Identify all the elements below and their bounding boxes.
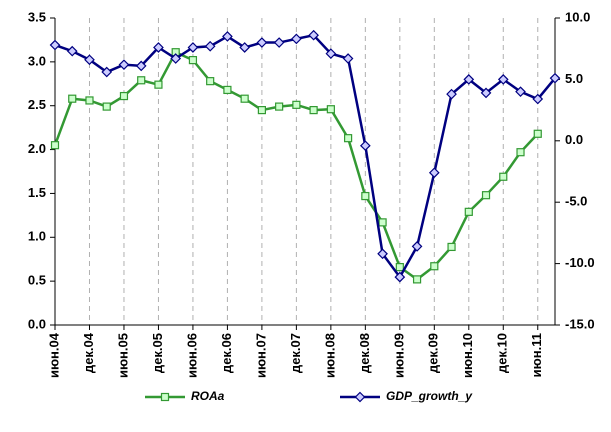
marker	[428, 167, 440, 179]
marker	[344, 134, 353, 143]
x-tick-label: июн.09	[391, 333, 406, 378]
legend-label: ROAa	[191, 389, 225, 403]
marker	[308, 29, 319, 41]
marker	[447, 242, 456, 252]
marker	[135, 60, 147, 72]
marker	[84, 54, 95, 66]
marker	[119, 91, 129, 101]
marker	[516, 148, 525, 157]
y-tick-label: 3.0	[28, 53, 46, 68]
marker	[515, 86, 526, 98]
marker	[204, 40, 216, 52]
marker	[222, 31, 233, 42]
line	[54, 33, 556, 280]
marker	[257, 105, 266, 115]
marker	[533, 129, 542, 138]
marker	[118, 59, 130, 71]
y-tick-label: 2.0	[28, 141, 46, 156]
y-tick-label: 1.5	[28, 185, 46, 200]
y-tick-label: 2.5	[28, 97, 46, 112]
x-tick-label: дек.04	[81, 332, 96, 373]
x-tick-label: дек.05	[150, 333, 165, 373]
marker	[292, 100, 301, 109]
marker	[412, 275, 422, 284]
marker	[359, 140, 371, 152]
marker	[378, 218, 387, 227]
x-tick-label: дек.08	[357, 333, 372, 373]
x-tick-label: июн.08	[322, 333, 337, 378]
marker	[256, 37, 268, 48]
marker	[275, 102, 284, 111]
marker	[463, 74, 475, 85]
marker	[326, 105, 335, 114]
marker	[101, 66, 113, 78]
marker	[395, 263, 404, 272]
marker	[291, 33, 302, 45]
marker	[325, 48, 337, 59]
legend-label: GDP_growth_y	[386, 389, 473, 403]
marker	[85, 96, 94, 105]
marker	[342, 53, 354, 64]
x-tick-label: июн.07	[253, 333, 268, 378]
marker	[170, 53, 182, 64]
marker	[481, 191, 491, 200]
marker	[187, 42, 199, 53]
y2-tick-label: -5.0	[565, 194, 587, 209]
marker	[153, 42, 164, 53]
marker	[273, 37, 285, 48]
x-tick-label: дек.06	[219, 333, 234, 373]
marker	[394, 271, 406, 283]
marker	[497, 74, 509, 85]
marker	[66, 45, 78, 57]
legend-marker	[160, 392, 170, 402]
marker	[446, 88, 457, 100]
marker	[240, 94, 249, 103]
marker	[499, 172, 508, 181]
marker	[464, 207, 473, 216]
y2-tick-label: -10.0	[565, 255, 595, 270]
marker	[361, 191, 370, 201]
y2-tick-label: 5.0	[565, 71, 583, 86]
y-tick-label: 0.0	[28, 316, 46, 331]
x-tick-label: июн.04	[46, 332, 61, 378]
marker	[154, 80, 163, 89]
legend-marker	[354, 391, 366, 403]
x-tick-label: июн.11	[529, 333, 544, 377]
marker	[411, 241, 423, 252]
marker	[223, 85, 232, 95]
x-tick-label: июн.06	[184, 333, 199, 378]
y2-tick-label: 10.0	[565, 9, 590, 24]
marker	[549, 72, 561, 84]
marker	[309, 105, 318, 115]
y2-tick-label: -15.0	[565, 316, 595, 331]
x-tick-label: июн.05	[115, 333, 130, 378]
marker	[102, 102, 111, 111]
marker	[532, 93, 544, 105]
marker	[377, 248, 388, 260]
marker	[480, 87, 492, 99]
y-tick-label: 3.5	[28, 9, 46, 24]
marker	[50, 141, 60, 150]
x-tick-label: июн.10	[460, 333, 475, 378]
x-tick-label: дек.10	[495, 333, 510, 373]
marker	[430, 262, 439, 271]
marker	[206, 77, 215, 86]
marker	[239, 42, 251, 53]
marker	[188, 56, 198, 65]
marker	[49, 39, 61, 51]
marker	[68, 94, 77, 103]
y2-tick-label: 0.0	[565, 132, 583, 147]
marker	[137, 76, 146, 85]
x-tick-label: дек.09	[426, 333, 441, 373]
y-tick-label: 1.0	[28, 229, 46, 244]
y-tick-label: 0.5	[28, 273, 46, 288]
x-tick-label: дек.07	[288, 333, 303, 373]
